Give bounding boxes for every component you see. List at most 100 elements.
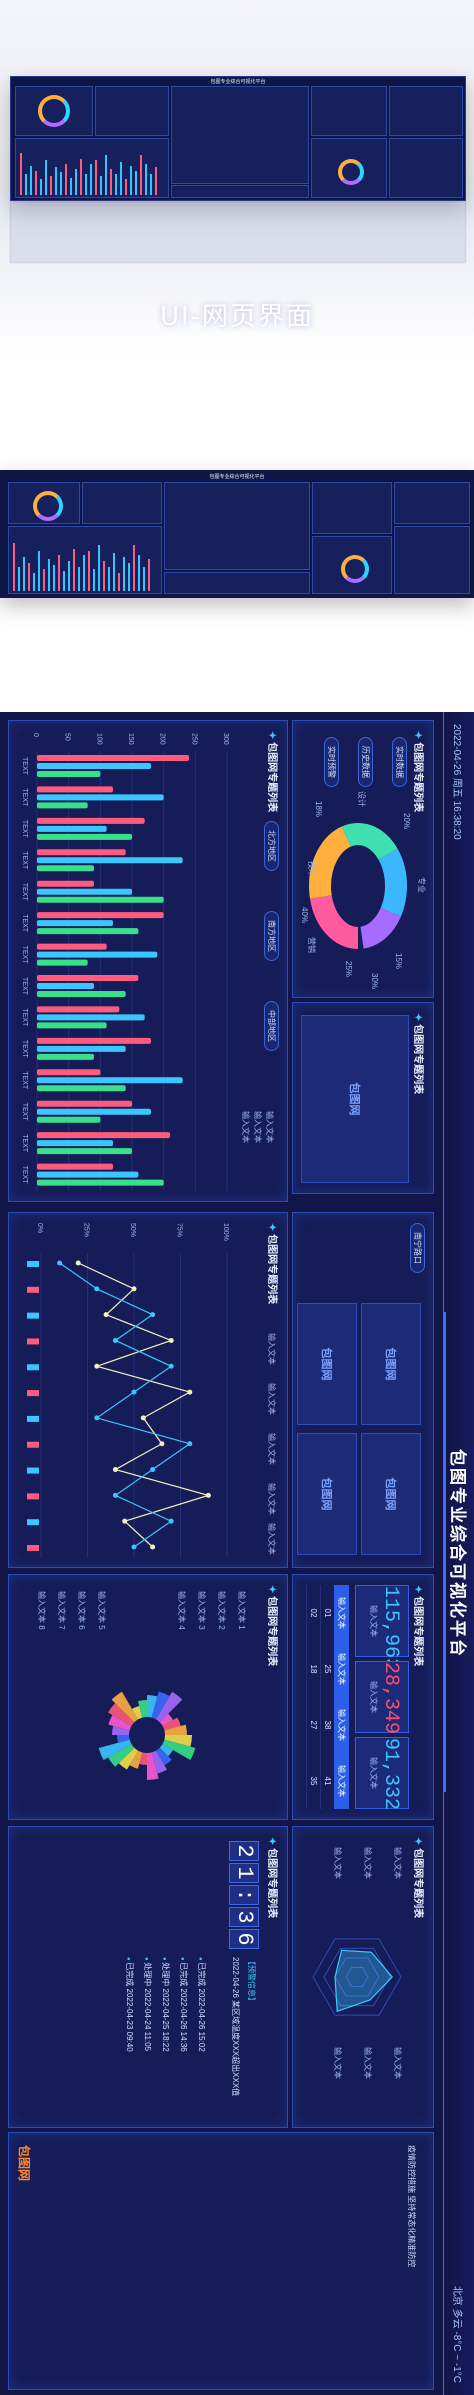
bar bbox=[37, 833, 132, 840]
rose-segment bbox=[137, 1700, 147, 1718]
tab-central[interactable]: 中部地区 bbox=[264, 1001, 279, 1051]
table-header: 输入文本 bbox=[334, 1753, 349, 1809]
mockup-bar bbox=[73, 549, 75, 591]
panel-title: 包图网专题列表 bbox=[266, 1585, 281, 1666]
mockup-bar bbox=[135, 171, 137, 195]
video-logo: 包图网 bbox=[320, 1347, 332, 1381]
mockup-bar bbox=[53, 565, 55, 591]
big-number-caption: 输入文本 bbox=[369, 1757, 378, 1789]
mockup-title: 包图专业综合可视化平台 bbox=[210, 79, 266, 85]
bar bbox=[37, 1148, 132, 1155]
donut-slice bbox=[309, 823, 407, 949]
axis-tick-label: 250 bbox=[190, 733, 197, 745]
bar bbox=[37, 1179, 164, 1186]
rose-segment bbox=[108, 1715, 132, 1731]
bar bbox=[36, 1069, 101, 1076]
big-number-caption: 输入文本 bbox=[369, 1681, 378, 1713]
log-line: 已完成 2022-04-26 14:36 bbox=[178, 1957, 189, 2051]
mockup-panel bbox=[312, 536, 392, 594]
video-panel: 南宁路口 包图网 包图网 包图网 包图网 bbox=[292, 1212, 434, 1568]
bar bbox=[37, 1014, 145, 1021]
bar bbox=[37, 1108, 151, 1115]
bar bbox=[36, 1077, 183, 1084]
video-cell[interactable]: 包图网 bbox=[361, 1303, 421, 1425]
bar bbox=[36, 857, 183, 864]
category-label: TEXT bbox=[21, 1103, 28, 1122]
rose-segment bbox=[147, 1695, 158, 1718]
bar bbox=[37, 920, 113, 927]
pie-label: 25% bbox=[344, 961, 353, 978]
tab-north[interactable]: 北方地区 bbox=[264, 821, 279, 871]
video-cell[interactable]: 包图网 bbox=[297, 1303, 357, 1425]
map-placeholder-logo: 包图网 bbox=[348, 1082, 360, 1116]
mockup-bar bbox=[83, 555, 85, 591]
mockup-panel bbox=[311, 86, 387, 136]
axis-tick-label: 25% bbox=[83, 1223, 90, 1237]
big-number-value: 28,349 bbox=[379, 1662, 402, 1735]
rose-segment bbox=[156, 1747, 172, 1766]
tab-realtime[interactable]: 实时数据 bbox=[392, 737, 407, 787]
mockup-bar bbox=[78, 567, 80, 591]
notice-text: 疫情防控措施 坚持常态化精准防控 bbox=[407, 2145, 416, 2268]
radar-ring bbox=[345, 1966, 369, 1988]
category-label: TEXT bbox=[21, 757, 28, 776]
panel-title: 包图网专题列表 bbox=[412, 1585, 427, 1666]
big-number-card: 28,349 输入文本 bbox=[355, 1661, 409, 1735]
tab-warning[interactable]: 实时预警 bbox=[324, 737, 339, 787]
rose-segment bbox=[151, 1750, 167, 1774]
category-label: TEXT bbox=[21, 1040, 28, 1059]
mockup-panel bbox=[394, 526, 470, 594]
mockup-bar bbox=[140, 155, 142, 195]
video-cell[interactable]: 包图网 bbox=[297, 1433, 357, 1555]
pie-label: 40% bbox=[300, 907, 309, 924]
table-cell: 02 bbox=[306, 1585, 321, 1641]
mockup-bar bbox=[28, 563, 30, 591]
mockup-panel bbox=[8, 526, 162, 594]
tab-crossing[interactable]: 南宁路口 bbox=[410, 1223, 425, 1273]
category-label: TEXT bbox=[21, 977, 28, 996]
mini-bar bbox=[27, 1545, 39, 1551]
panel-title: 包图网专题列表 bbox=[266, 731, 281, 812]
mockup-title: 包图专业综合可视化平台 bbox=[209, 474, 265, 480]
table-row[interactable]: 01 25 38 41 bbox=[320, 1585, 334, 1809]
tab-south[interactable]: 南方地区 bbox=[264, 911, 279, 961]
category-label: TEXT bbox=[21, 1134, 28, 1153]
mockup-panel bbox=[15, 138, 169, 198]
mockup-panel bbox=[15, 86, 93, 136]
category-label: TEXT bbox=[21, 851, 28, 870]
axis-tick-label: 50 bbox=[64, 733, 71, 741]
category-label: TEXT bbox=[21, 788, 28, 807]
bar-legend: 输入文本 bbox=[253, 1111, 262, 1143]
mini-bar bbox=[27, 1519, 39, 1526]
mini-bar bbox=[27, 1338, 39, 1345]
bar bbox=[37, 943, 107, 950]
mockup-bar bbox=[60, 172, 62, 195]
bar bbox=[37, 794, 164, 801]
tab-history[interactable]: 历史数据 bbox=[358, 737, 373, 787]
mockup-panel bbox=[394, 482, 470, 524]
mockup-panel bbox=[164, 572, 310, 594]
video-logo: 包图网 bbox=[320, 1477, 332, 1511]
bar bbox=[37, 928, 139, 935]
bar bbox=[37, 1006, 120, 1013]
rose-segment bbox=[112, 1725, 130, 1735]
video-cell[interactable]: 包图网 bbox=[361, 1433, 421, 1555]
mockup-bar bbox=[115, 174, 117, 195]
dashboard-preview-full: 包图专业综合可视化平台 bbox=[0, 470, 474, 598]
line-legend: 输入文本 bbox=[267, 1383, 276, 1415]
rose-segment bbox=[156, 1691, 183, 1723]
panel-title: 包图网专题列表 bbox=[266, 1837, 281, 1918]
mockup-bar bbox=[45, 160, 47, 195]
table-row[interactable]: 02 18 27 35 bbox=[306, 1585, 321, 1809]
rose-chart bbox=[98, 1691, 196, 1780]
mockup-bar bbox=[143, 567, 145, 591]
table-header: 输入文本 bbox=[334, 1585, 349, 1641]
mockup-bar bbox=[68, 561, 70, 591]
mockup-bar bbox=[48, 559, 50, 591]
mockup-bar bbox=[128, 563, 130, 591]
mini-bar bbox=[27, 1493, 39, 1500]
axis-tick-label: 300 bbox=[222, 733, 229, 745]
mockup-panel bbox=[312, 482, 392, 534]
rose-segment bbox=[151, 1691, 170, 1720]
radar-chart bbox=[312, 1938, 402, 2016]
